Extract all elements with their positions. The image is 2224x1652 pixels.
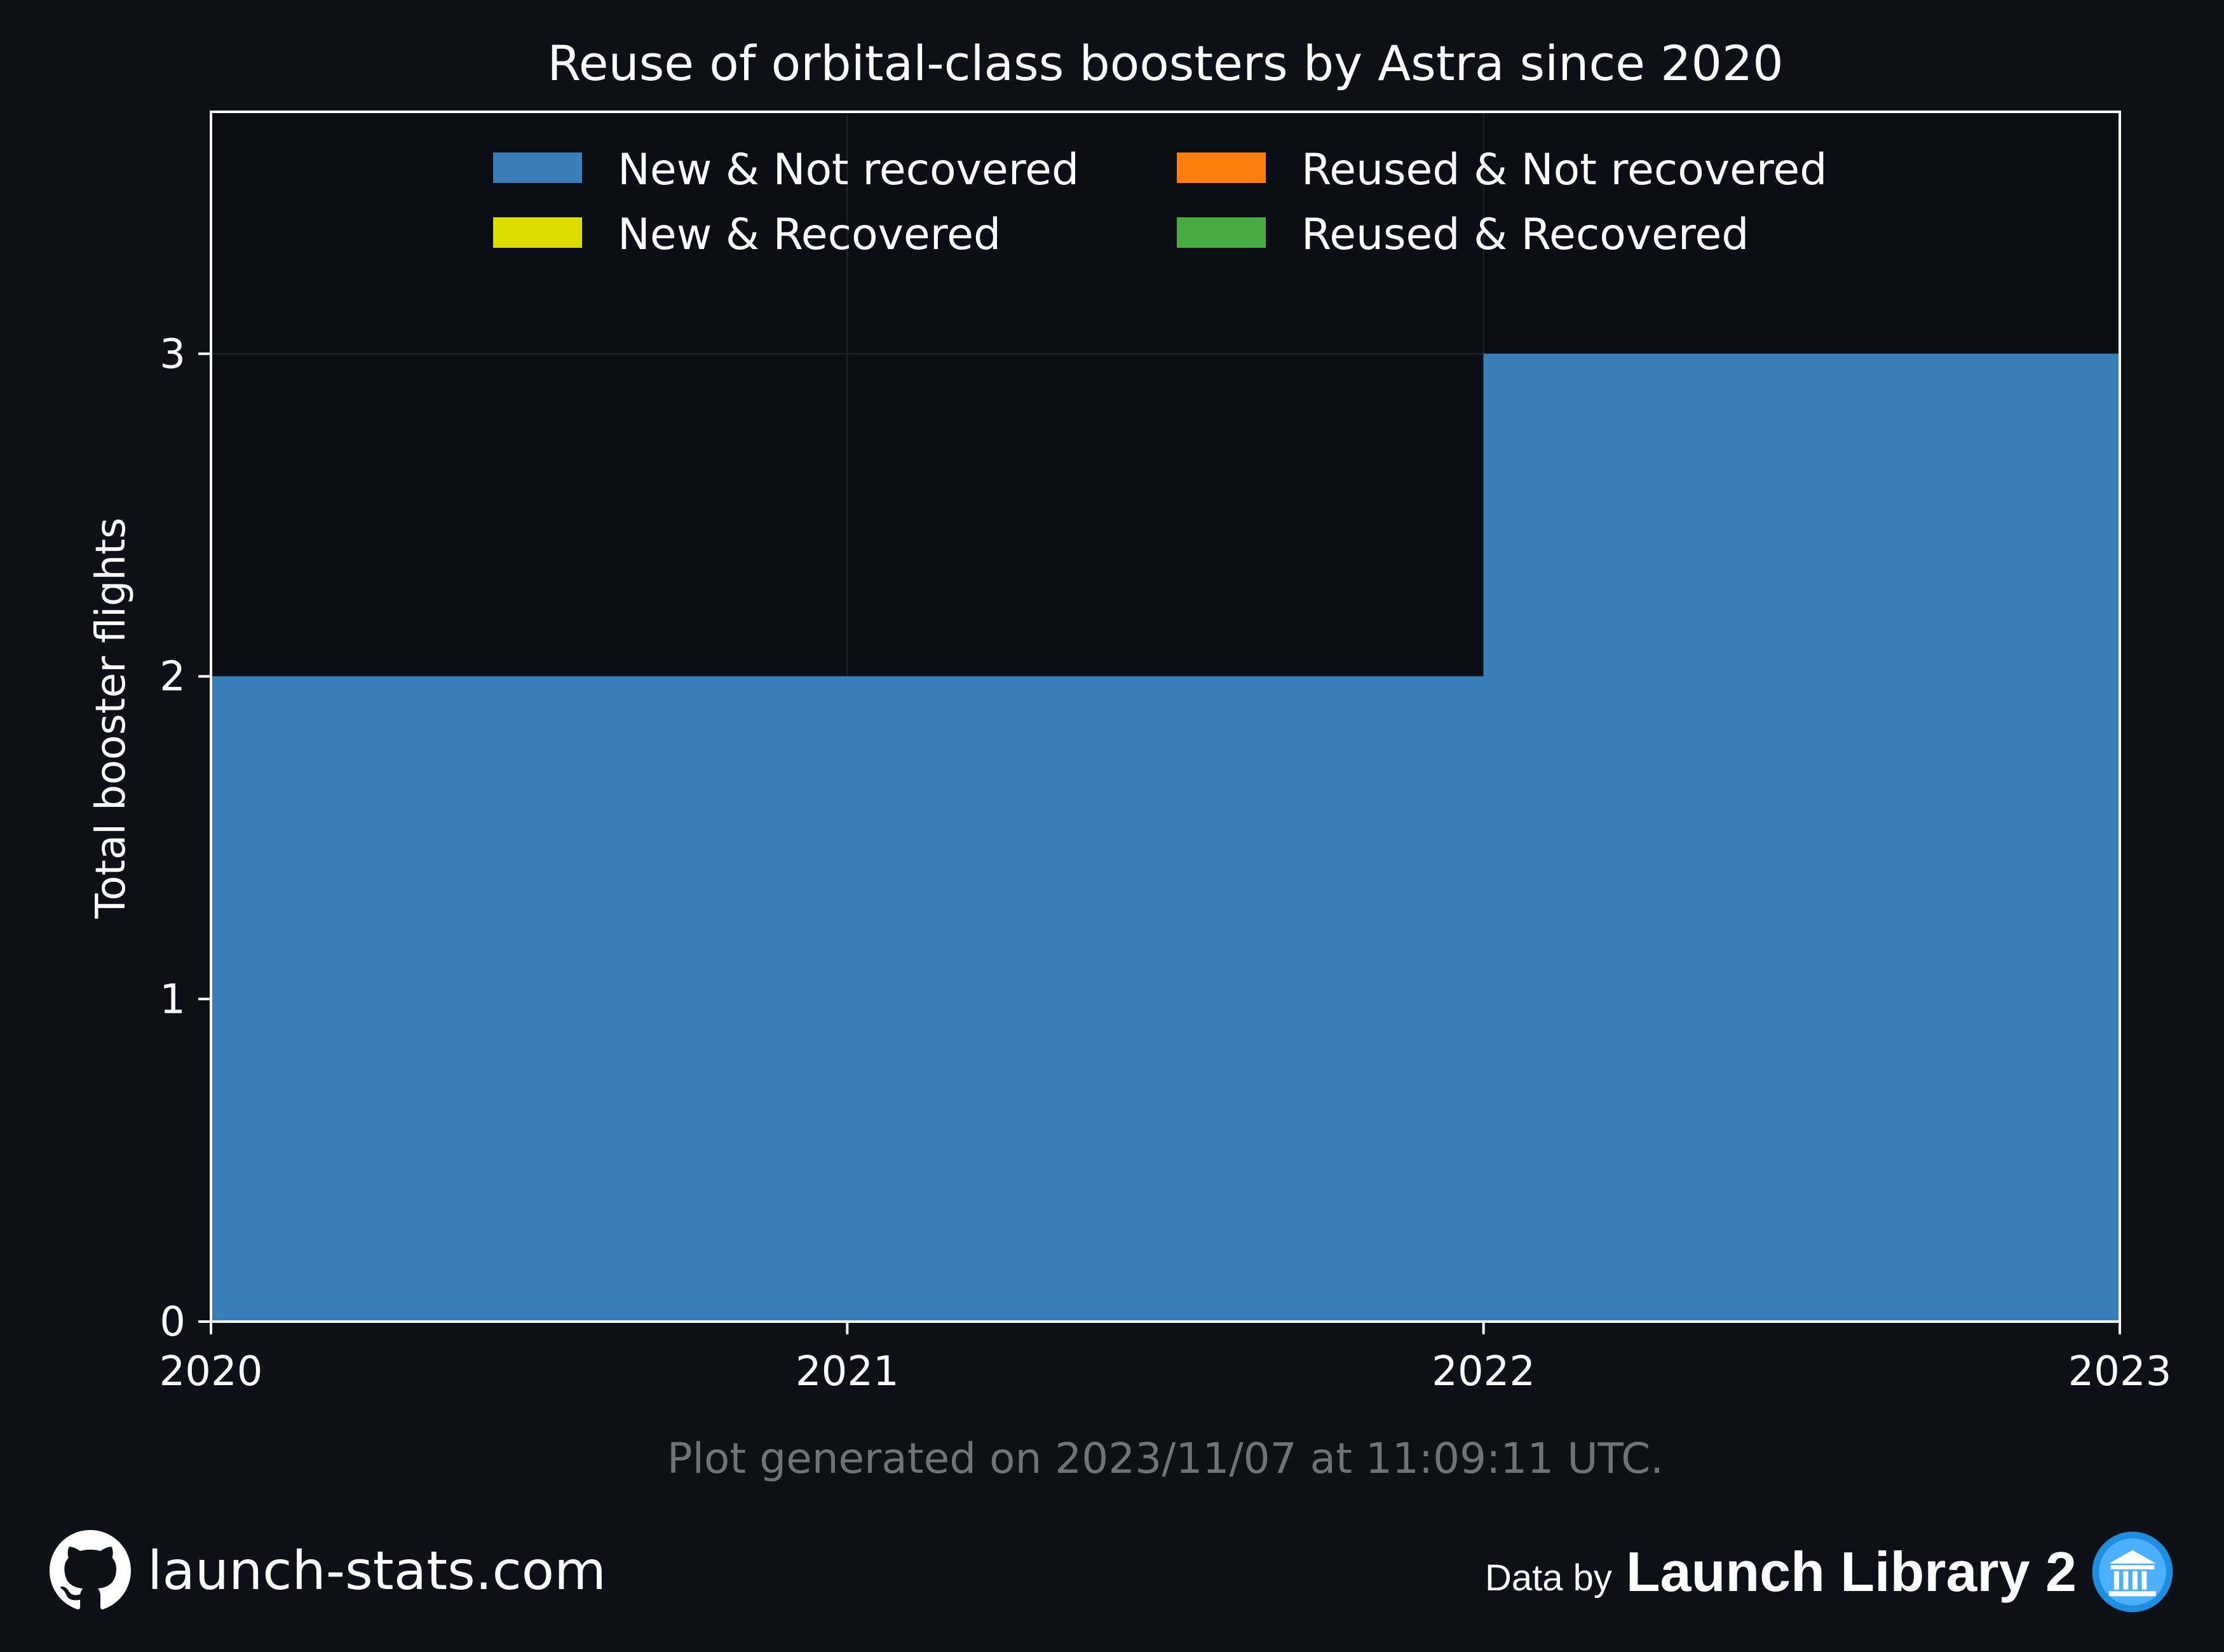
x-tick-label: 2021 [796, 1348, 899, 1395]
legend-label: New & Recovered [618, 210, 1001, 260]
y-tick-label: 2 [159, 654, 186, 701]
y-tick-label: 3 [159, 331, 186, 378]
legend-swatch [493, 152, 582, 183]
y-axis-label: Total booster flights [88, 518, 135, 919]
launch-library-logo-icon [2092, 1531, 2173, 1613]
plot-area: 2020 2021 2022 2023 0 1 2 3 New & Not recovered R… [159, 111, 2172, 1395]
legend-swatch [493, 217, 582, 248]
x-tick-label: 2023 [2068, 1348, 2172, 1395]
site-link[interactable]: launch-stats.com [147, 1540, 606, 1602]
site-credit: launch-stats.com [50, 1530, 606, 1611]
data-source-name[interactable]: Launch Library 2 [1625, 1540, 2077, 1603]
x-tick-label: 2022 [1432, 1348, 1535, 1395]
legend-label: New & Not recovered [618, 145, 1079, 195]
data-source-credit: Data by Launch Library 2 [1485, 1530, 2174, 1614]
github-icon [50, 1530, 131, 1609]
data-by-label: Data by [1485, 1557, 1612, 1599]
legend-swatch [1177, 152, 1266, 183]
y-tick-label: 0 [159, 1299, 186, 1346]
generated-note: Plot generated on 2023/11/07 at 11:09:11… [667, 1434, 1664, 1483]
legend-label: Reused & Recovered [1301, 210, 1749, 260]
series-area-0 [211, 353, 2120, 1322]
plot-frame [210, 111, 2121, 1323]
legend-label: Reused & Not recovered [1301, 145, 1827, 195]
x-tick-label: 2020 [159, 1348, 263, 1395]
legend-swatch [1177, 217, 1266, 248]
y-tick-label: 1 [159, 976, 186, 1023]
chart-title: Reuse of orbital-class boosters by Astra… [547, 35, 1783, 91]
